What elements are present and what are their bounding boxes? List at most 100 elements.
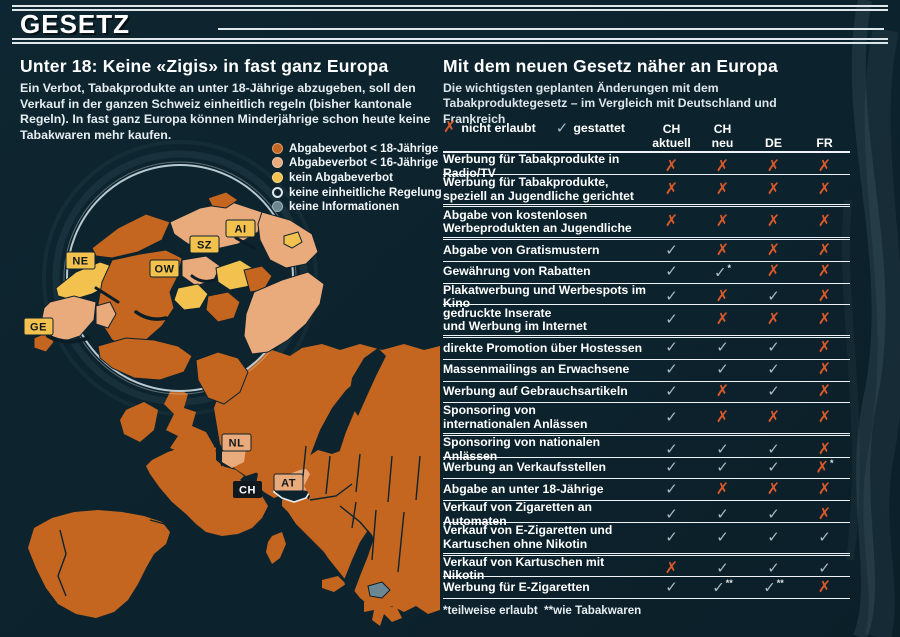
check-icon: ✓ bbox=[767, 440, 780, 458]
table-cell: ✓ bbox=[697, 506, 748, 524]
table-cell: ✓ bbox=[748, 361, 799, 379]
masthead-top-rule bbox=[12, 5, 888, 11]
cross-icon: ✗ bbox=[664, 180, 679, 198]
column-header: FR bbox=[816, 135, 833, 150]
check-icon: ✓ bbox=[716, 339, 729, 357]
table-cell: ✗ bbox=[646, 158, 697, 176]
check-icon: ✓ bbox=[767, 382, 780, 400]
cross-icon: ✗ bbox=[664, 157, 679, 175]
table-key: ✗ nicht erlaubt ✓ gestattet bbox=[443, 120, 625, 136]
column-header: CH neu bbox=[711, 121, 734, 150]
europe-countries bbox=[28, 344, 440, 626]
check-icon: ✓ bbox=[716, 440, 729, 458]
table-cell: ✗ bbox=[799, 506, 850, 524]
table-column-headers: CH aktuell CH neu DE FR bbox=[646, 114, 850, 150]
column-header: DE bbox=[765, 135, 782, 150]
check-icon: ✓ bbox=[665, 505, 678, 523]
legend-item: Abgabeverbot < 16-Jährige bbox=[272, 156, 442, 171]
check-icon: ✓ bbox=[665, 241, 678, 259]
check-icon: ✓ bbox=[665, 339, 678, 357]
europe-map: NE OW SZ AI GE NL CH AT bbox=[23, 140, 440, 626]
table-cell: ✓** bbox=[748, 578, 799, 597]
table-cell: ✗ bbox=[646, 560, 697, 578]
legend-item: Abgabeverbot < 18-Jährige bbox=[272, 141, 442, 156]
check-icon: ✓ bbox=[767, 459, 780, 477]
cross-icon: ✗ bbox=[715, 157, 730, 175]
cross-icon: ✗ bbox=[817, 213, 832, 231]
cross-icon: ✗ bbox=[817, 382, 832, 400]
page-title: GESETZ bbox=[20, 9, 131, 39]
legend-label: kein Abgabeverbot bbox=[289, 170, 393, 184]
cross-icon: ✗ bbox=[715, 213, 730, 231]
table-row: Gewährung von Rabatten ✓ ✓* ✗ ✗ bbox=[443, 262, 850, 284]
cross-icon: ✗ bbox=[766, 311, 781, 329]
table-cell: ✗* bbox=[799, 458, 850, 477]
table-cell: ✗ bbox=[799, 339, 850, 357]
check-icon: ✓ bbox=[716, 505, 729, 523]
row-label: Werbung auf Gebrauchsartikeln bbox=[443, 384, 628, 399]
table-row: Massenmailings an Erwachsene ✓ ✓ ✓ ✗ bbox=[443, 360, 850, 382]
check-icon: ✓ bbox=[767, 288, 780, 306]
check-icon: ✓ bbox=[665, 528, 678, 546]
check-icon: ✓ bbox=[555, 119, 569, 137]
cross-icon: ✗ bbox=[817, 157, 832, 175]
check-icon: ✓ bbox=[716, 361, 729, 379]
table-cell: ✓ bbox=[646, 361, 697, 379]
cross-icon: ✗ bbox=[817, 480, 832, 498]
svg-text:SZ: SZ bbox=[197, 240, 212, 252]
table-cell: ✓ bbox=[748, 459, 799, 477]
footnote-marker: * bbox=[727, 262, 732, 273]
table-cell: ✓ bbox=[646, 288, 697, 306]
check-icon: ✓ bbox=[767, 560, 780, 578]
table-cell: ✓* bbox=[697, 263, 748, 282]
table-cell: ✓ bbox=[799, 529, 850, 547]
cross-icon: ✗ bbox=[766, 409, 781, 427]
map-label-sz: SZ bbox=[189, 235, 220, 254]
row-label: Abgabe von kostenlosen Werbeprodukten an… bbox=[443, 207, 632, 236]
map-label-ne: NE bbox=[65, 251, 96, 270]
check-icon: ✓ bbox=[818, 560, 831, 578]
table-cell: ✗ bbox=[748, 263, 799, 281]
key-allowed: ✓ gestattet bbox=[556, 121, 625, 136]
cross-icon: ✗ bbox=[715, 480, 730, 498]
cross-icon: ✗ bbox=[817, 505, 832, 523]
table-cell: ✓ bbox=[697, 560, 748, 578]
check-icon: ✓ bbox=[665, 409, 678, 427]
check-icon: ✓ bbox=[716, 459, 729, 477]
check-icon: ✓ bbox=[767, 528, 780, 546]
cross-icon: ✗ bbox=[766, 263, 781, 281]
cross-icon: ✗ bbox=[443, 119, 457, 136]
table-cell: ✓ bbox=[697, 459, 748, 477]
cross-icon: ✗ bbox=[817, 241, 832, 259]
cross-icon: ✗ bbox=[817, 288, 832, 306]
table-row: Sponsoring von nationalen Anlässen ✓ ✓ ✓ ✗ bbox=[443, 435, 850, 463]
table-row: Abgabe von Gratismustern ✓ ✗ ✗ ✗ bbox=[443, 240, 850, 262]
cross-icon: ✗ bbox=[766, 480, 781, 498]
table-footnote: *teilweise erlaubt **wie Tabakwaren bbox=[443, 604, 642, 617]
table-cell: ✓ bbox=[748, 441, 799, 459]
table-cell: ✓ bbox=[697, 529, 748, 547]
cross-icon: ✗ bbox=[715, 180, 730, 198]
cross-icon: ✗ bbox=[817, 578, 832, 596]
key-not-allowed: ✗ nicht erlaubt bbox=[443, 120, 536, 136]
table-cell: ✗ bbox=[799, 361, 850, 379]
table-cell: ✗ bbox=[799, 383, 850, 401]
key-not-allowed-label: nicht erlaubt bbox=[461, 121, 536, 135]
masthead-bottom-rule bbox=[12, 38, 888, 44]
table-cell: ✓ bbox=[748, 339, 799, 357]
check-icon: ✓ bbox=[665, 578, 678, 596]
cross-icon: ✗ bbox=[817, 361, 832, 379]
table-cell: ✓ bbox=[697, 441, 748, 459]
table-cell: ✗ bbox=[646, 213, 697, 231]
check-icon: ✓ bbox=[665, 459, 678, 477]
legend-item: keine einheitliche Regelung bbox=[272, 185, 442, 200]
cross-icon: ✗ bbox=[766, 241, 781, 259]
row-label: Gewährung von Rabatten bbox=[443, 264, 591, 279]
table-cell: ✓ bbox=[646, 242, 697, 260]
map-label-ai: AI bbox=[225, 219, 256, 238]
table-cell: ✓ bbox=[646, 529, 697, 547]
table-cell: ✓** bbox=[697, 578, 748, 597]
cross-icon: ✗ bbox=[817, 180, 832, 198]
check-icon: ✓ bbox=[665, 311, 678, 329]
table-cell: ✗ bbox=[799, 263, 850, 281]
